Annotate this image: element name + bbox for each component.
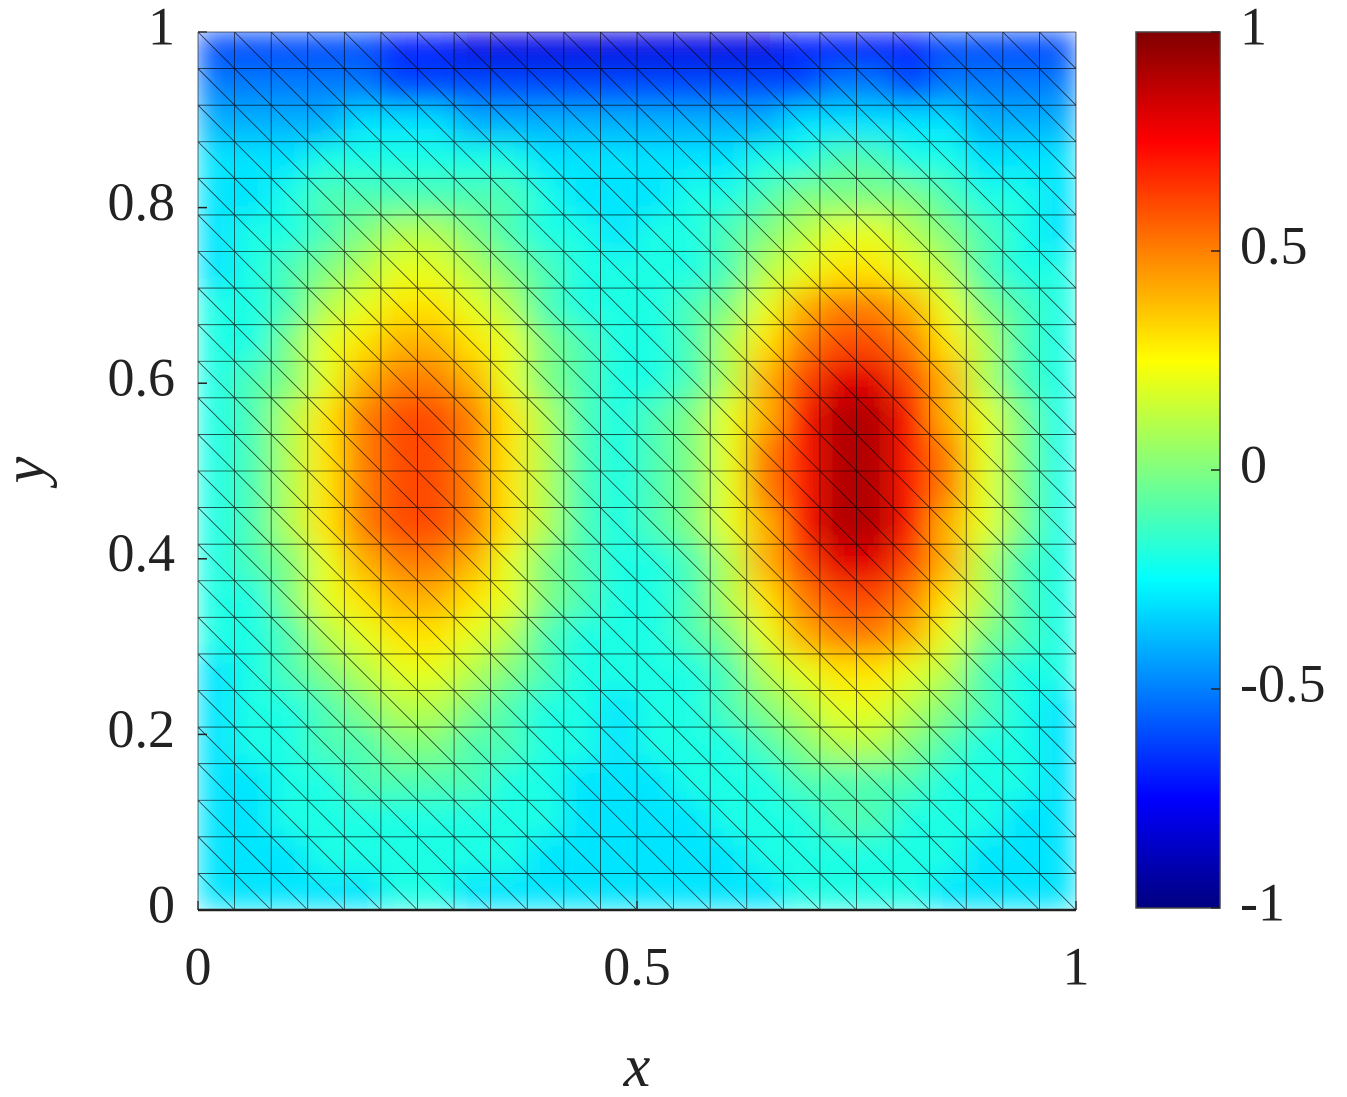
y-tick-label: 0.4	[108, 523, 176, 583]
y-tick-label: 0.2	[108, 699, 176, 759]
y-tick-label: 0.6	[108, 348, 176, 408]
colorbar-tick-label: -1	[1240, 872, 1285, 932]
y-tick-label: 1	[148, 0, 175, 56]
y-tick-label: 0.8	[108, 172, 176, 232]
colorbar-tick-label: 0	[1240, 434, 1267, 494]
colorbar-tick-label: 1	[1240, 0, 1267, 56]
colorbar	[1135, 31, 1221, 909]
colorbar-tick-label: 0.5	[1240, 215, 1308, 275]
mesh-lines	[197, 31, 1077, 911]
x-axis-label: x	[623, 1033, 651, 1097]
x-tick-label: 0.5	[603, 936, 671, 996]
y-axis-label: y	[0, 456, 57, 489]
colorbar-tick-label: -0.5	[1240, 653, 1325, 713]
x-tick-label: 1	[1063, 936, 1090, 996]
x-tick-label: 0	[185, 936, 212, 996]
y-tick-label: 0	[148, 874, 175, 934]
